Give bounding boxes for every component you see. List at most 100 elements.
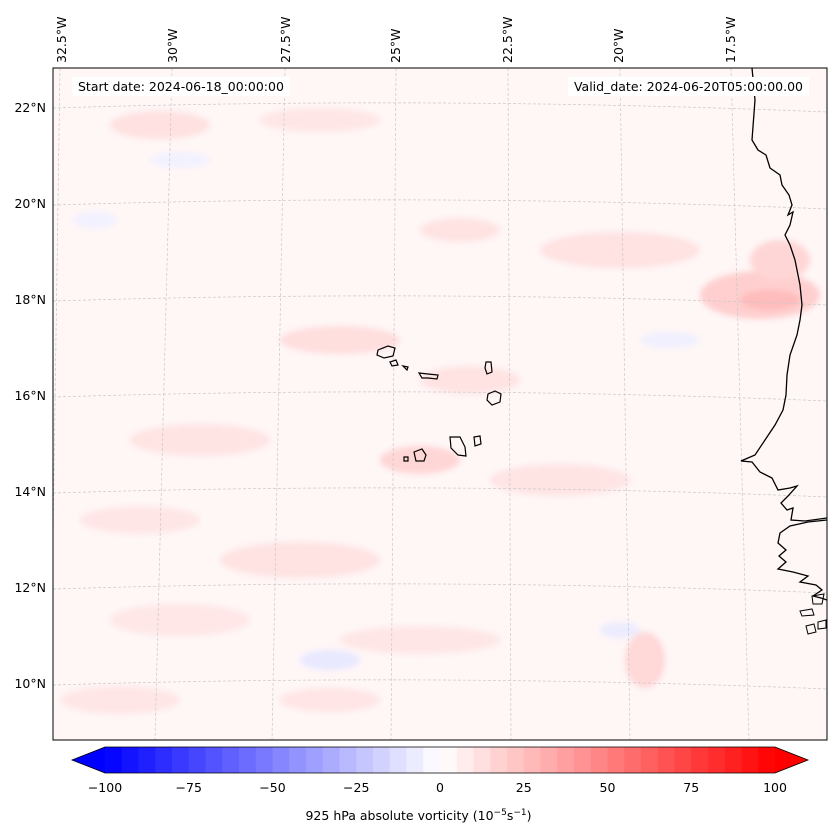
parallel-12n — [53, 583, 827, 594]
parallel-10n — [53, 679, 827, 690]
bijagos-islands — [799, 593, 827, 635]
colorbar-cell — [674, 747, 692, 773]
colorbar-cell — [657, 747, 675, 773]
colorbar-high-extension — [775, 747, 808, 773]
colorbar-cell — [607, 747, 625, 773]
colorbar-low-extension — [72, 747, 105, 773]
lon-label-17-5w: 17.5°W — [723, 17, 738, 63]
meridian-30w — [154, 68, 173, 740]
colorbar-cell — [724, 747, 742, 773]
colorbar-cell — [456, 747, 474, 773]
colorbar-cell — [121, 747, 139, 773]
colorbar-cell — [389, 747, 407, 773]
map-panel — [53, 68, 827, 740]
colorbar-label: 925 hPa absolute vorticity (10−5s−1) — [0, 808, 837, 823]
meridian-17-5w — [730, 68, 750, 740]
colorbar-cell — [356, 747, 374, 773]
colorbar-cell — [741, 747, 759, 773]
sao-vicente — [389, 359, 399, 367]
lat-label-16n: 16°N — [14, 388, 46, 403]
lat-label-10n: 10°N — [14, 676, 46, 691]
cbar-tick-25: 25 — [516, 780, 532, 795]
colorbar-cell — [708, 747, 726, 773]
parallel-18n — [53, 295, 827, 306]
parallel-20n — [53, 199, 827, 210]
cbar-tick-neg100: −100 — [88, 780, 122, 795]
africa-coastline-guinea — [776, 519, 827, 601]
colorbar-cell — [691, 747, 709, 773]
cbar-tick-neg75: −75 — [176, 780, 202, 795]
gridlines — [53, 68, 827, 740]
map-frame — [52, 67, 828, 741]
cbar-tick-neg25: −25 — [343, 780, 369, 795]
cbar-tick-neg50: −50 — [259, 780, 285, 795]
colorbar: −100 −75 −50 −25 0 25 50 75 100 — [70, 746, 810, 795]
sal — [484, 361, 493, 375]
colorbar-cell — [289, 747, 307, 773]
lat-label-20n: 20°N — [14, 196, 46, 211]
colorbar-cell — [440, 747, 458, 773]
brava — [403, 456, 409, 462]
meridian-22-5w — [507, 68, 512, 740]
colorbar-cell — [540, 747, 558, 773]
colorbar-cell — [490, 747, 508, 773]
lon-label-22-5w: 22.5°W — [500, 17, 515, 63]
lat-label-18n: 18°N — [14, 292, 46, 307]
lon-label-32-5w: 32.5°W — [54, 17, 69, 63]
maio — [473, 435, 482, 447]
colorbar-cell — [373, 747, 391, 773]
colorbar-cell — [590, 747, 608, 773]
africa-coastline — [740, 68, 827, 522]
lon-label-30w: 30°W — [165, 28, 180, 63]
colorbar-cell — [473, 747, 491, 773]
meridian-27-5w — [271, 68, 286, 740]
colorbar-label-exp2: −1 — [513, 808, 527, 818]
colorbar-cell — [507, 747, 525, 773]
sao-nicolau — [417, 372, 439, 380]
cape-verde-islands — [376, 345, 502, 462]
lon-label-25w: 25°W — [388, 28, 403, 63]
colorbar-cell — [205, 747, 223, 773]
colorbar-cell — [339, 747, 357, 773]
colorbar-cell — [557, 747, 575, 773]
latitude-labels: 22°N 20°N 18°N 16°N 14°N 12°N 10°N — [14, 100, 46, 691]
colorbar-cell — [105, 747, 123, 773]
longitude-labels: 32.5°W 30°W 27.5°W 25°W 22.5°W 20°W 17.5… — [54, 17, 738, 63]
boa-vista — [486, 390, 502, 406]
colorbar-cell — [406, 747, 424, 773]
colorbar-cell — [239, 747, 257, 773]
parallel-14n — [53, 487, 827, 498]
meridian-20w — [619, 68, 631, 740]
cbar-tick-50: 50 — [600, 780, 616, 795]
colorbar-cell — [255, 747, 273, 773]
meridian-25w — [390, 68, 397, 740]
colorbar-outline — [70, 746, 810, 774]
lat-label-22n: 22°N — [14, 100, 46, 115]
colorbar-cell — [624, 747, 642, 773]
meridian-32-5w — [53, 68, 61, 562]
colorbar-label-exp1: −5 — [493, 808, 507, 818]
santo-antao — [376, 345, 396, 359]
colorbar-label-suffix: ) — [526, 808, 532, 824]
vorticity-field — [60, 108, 820, 714]
santiago — [449, 436, 467, 457]
colorbar-cell — [523, 747, 541, 773]
lon-label-27-5w: 27.5°W — [278, 17, 293, 63]
lat-label-12n: 12°N — [14, 580, 46, 595]
lat-label-14n: 14°N — [14, 484, 46, 499]
santa-luzia — [401, 365, 409, 372]
cbar-tick-100: 100 — [763, 780, 787, 795]
start-date-label: Start date: 2024-06-18_00:00:00 — [72, 77, 290, 96]
colorbar-cells — [105, 747, 776, 773]
cbar-tick-0: 0 — [436, 780, 444, 795]
colorbar-cell — [306, 747, 324, 773]
colorbar-cell — [758, 747, 776, 773]
fogo — [413, 448, 427, 462]
colorbar-cell — [641, 747, 659, 773]
colorbar-label-unit: s — [506, 808, 514, 824]
cbar-tick-75: 75 — [683, 780, 699, 795]
colorbar-cell — [155, 747, 173, 773]
colorbar-cell — [574, 747, 592, 773]
colorbar-cell — [222, 747, 240, 773]
